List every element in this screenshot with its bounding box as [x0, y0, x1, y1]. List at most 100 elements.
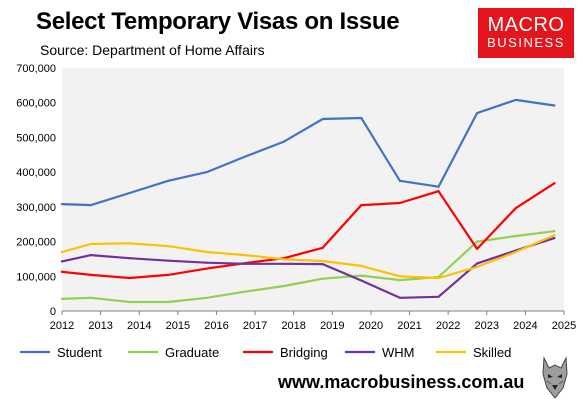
legend-label-graduate: Graduate	[165, 345, 219, 360]
data-point-student	[553, 104, 556, 107]
data-point-skilled	[244, 254, 247, 257]
data-point-graduate	[167, 300, 170, 304]
data-point-student	[89, 204, 93, 207]
data-point-student	[128, 191, 131, 195]
data-point-bridging	[167, 273, 170, 276]
y-tick-label: 500,000	[16, 132, 56, 144]
data-point-student	[360, 116, 363, 120]
y-tick-label: 400,000	[16, 167, 56, 179]
series-line-student	[60, 98, 556, 207]
x-tick-label: 2016	[204, 320, 228, 332]
data-point-whm	[553, 237, 556, 240]
data-point-bridging	[360, 204, 363, 207]
x-tick-label: 2018	[281, 320, 305, 332]
data-point-skilled	[205, 250, 208, 254]
data-point-student	[244, 155, 247, 158]
wolf-icon	[538, 352, 572, 402]
data-point-graduate	[476, 240, 479, 243]
data-point-student	[398, 179, 401, 182]
data-point-skilled	[89, 242, 93, 246]
data-point-whm	[244, 262, 247, 265]
data-point-whm	[437, 295, 440, 298]
data-point-whm	[205, 261, 208, 264]
data-point-bridging	[60, 270, 64, 273]
data-point-bridging	[89, 273, 93, 276]
data-point-whm	[60, 260, 64, 263]
data-point-bridging	[514, 207, 517, 210]
data-point-student	[514, 98, 517, 102]
data-point-graduate	[282, 284, 286, 288]
series-line-skilled	[60, 234, 556, 280]
data-point-skilled	[553, 234, 556, 237]
x-tick-label: 2023	[475, 320, 499, 332]
macrobusiness-logo: MACRO BUSINESS	[478, 8, 574, 58]
y-tick-label: 700,000	[16, 63, 56, 75]
data-point-graduate	[398, 279, 401, 282]
data-point-bridging	[398, 201, 401, 205]
data-point-whm	[89, 254, 93, 257]
data-point-skilled	[282, 258, 286, 261]
data-point-bridging	[476, 247, 479, 250]
y-tick-label: 200,000	[16, 237, 56, 249]
x-tick-label: 2017	[243, 320, 267, 332]
data-point-graduate	[321, 277, 324, 280]
legend-label-whm: WHM	[382, 345, 415, 360]
data-point-graduate	[60, 297, 64, 300]
data-point-whm	[398, 296, 401, 299]
x-tick-label: 2012	[50, 320, 74, 332]
data-point-whm	[282, 262, 286, 265]
data-point-skilled	[398, 275, 401, 278]
data-point-whm	[360, 279, 363, 282]
x-tick-label: 2020	[359, 320, 383, 332]
logo-line-2: BUSINESS	[487, 35, 565, 50]
plot-area	[62, 68, 564, 311]
x-tick-label: 2019	[320, 320, 344, 332]
data-point-skilled	[476, 265, 479, 269]
data-point-graduate	[205, 296, 208, 299]
data-point-graduate	[553, 230, 556, 233]
data-point-whm	[128, 257, 131, 260]
legend-label-skilled: Skilled	[473, 345, 511, 360]
y-tick-label: 300,000	[16, 202, 56, 214]
legend-label-student: Student	[57, 345, 102, 360]
data-point-bridging	[437, 190, 440, 193]
data-point-skilled	[128, 242, 131, 245]
data-point-student	[205, 171, 208, 174]
data-point-bridging	[128, 276, 131, 280]
data-point-student	[60, 202, 64, 206]
data-point-skilled	[437, 276, 440, 280]
data-point-skilled	[514, 250, 517, 254]
data-point-graduate	[514, 234, 517, 238]
data-point-skilled	[167, 244, 170, 248]
x-tick-label: 2025	[552, 320, 576, 332]
logo-line-1: MACRO	[487, 14, 565, 36]
x-tick-label: 2022	[436, 320, 460, 332]
data-point-skilled	[360, 264, 363, 267]
data-point-student	[167, 179, 170, 182]
data-point-whm	[167, 259, 170, 262]
data-point-graduate	[89, 296, 93, 299]
data-point-graduate	[360, 274, 363, 277]
data-point-whm	[476, 262, 479, 265]
series-line-graduate	[60, 230, 556, 304]
series-line-bridging	[60, 182, 556, 280]
y-tick-label: 100,000	[16, 271, 56, 283]
chart-title: Select Temporary Visas on Issue	[36, 8, 400, 35]
x-tick-label: 2014	[127, 320, 151, 332]
data-point-student	[321, 117, 324, 121]
x-tick-label: 2021	[397, 320, 421, 332]
data-point-bridging	[321, 246, 324, 249]
y-tick-label: 0	[50, 306, 56, 318]
x-tick-label: 2024	[513, 320, 537, 332]
website-url: www.macrobusiness.com.au	[278, 372, 525, 392]
data-point-graduate	[128, 300, 131, 304]
data-point-bridging	[553, 182, 556, 185]
data-point-skilled	[321, 259, 324, 263]
data-point-student	[282, 140, 286, 143]
chart-source: Source: Department of Home Affairs	[40, 42, 265, 58]
data-point-graduate	[244, 290, 247, 293]
legend-label-bridging: Bridging	[280, 345, 328, 360]
x-tick-label: 2013	[88, 320, 112, 332]
x-tick-label: 2015	[166, 320, 190, 332]
